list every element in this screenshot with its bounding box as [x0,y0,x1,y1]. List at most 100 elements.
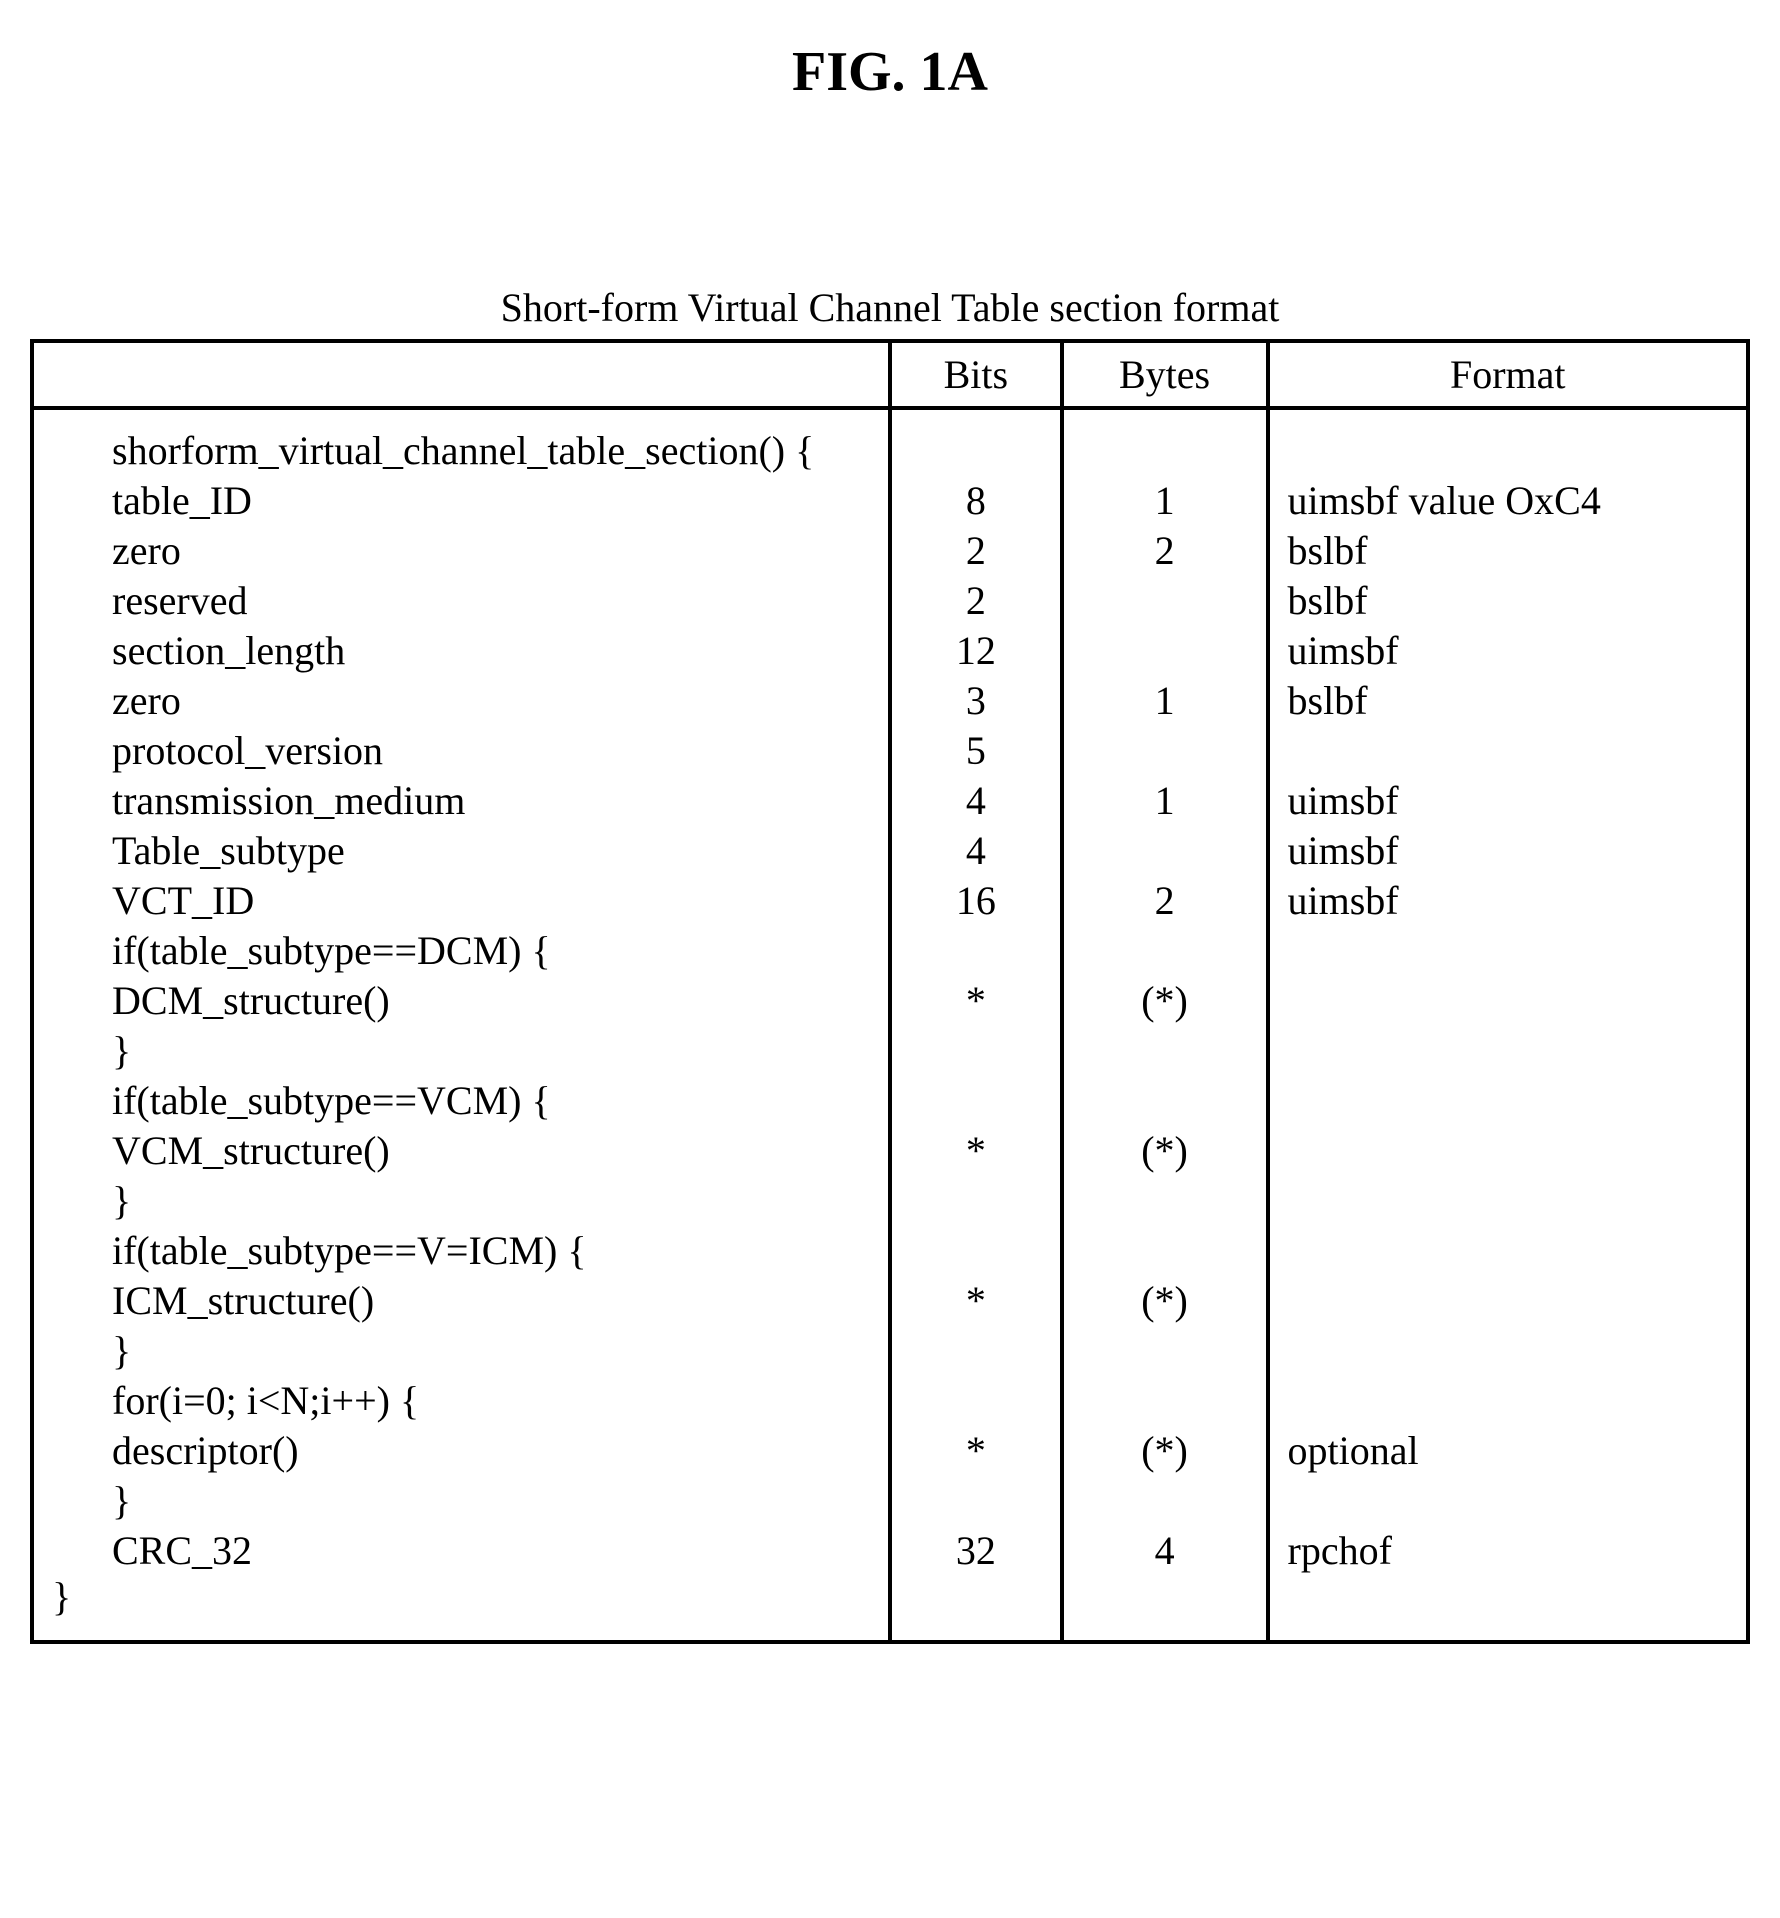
format-cell: bslbf [1268,676,1748,726]
syntax-cell: if(table_subtype==DCM) { [32,926,890,976]
syntax-text: protocol_version [52,728,870,774]
syntax-text: CRC_32 [52,1528,870,1574]
syntax-text: shorform_virtual_channel_table_section()… [52,428,870,474]
table-row: descriptor() *(*)optional [32,1426,1748,1476]
syntax-cell: for(i=0; i<N;i++) { [32,1376,890,1426]
format-cell: rpchof [1268,1526,1748,1642]
syntax-cell: section_length [32,626,890,676]
format-cell [1268,1376,1748,1426]
format-cell [1268,1026,1748,1076]
syntax-cell: reserved [32,576,890,626]
syntax-cell: ICM_structure() [32,1276,890,1326]
format-cell: uimsbf [1268,776,1748,826]
table-row: if(table_subtype==VCM) { [32,1076,1748,1126]
table-row: Table_subtype 4 uimsbf [32,826,1748,876]
bits-cell: * [890,1276,1062,1326]
syntax-text: transmission_medium [52,778,870,824]
closing-brace: } [52,1574,870,1638]
table-header-row: Bits Bytes Format [32,341,1748,408]
format-cell [1268,1176,1748,1226]
bytes-cell: 4 [1062,1526,1268,1642]
syntax-cell: } [32,1326,890,1376]
syntax-text: table_ID [52,478,870,524]
syntax-cell: DCM_structure() [32,976,890,1026]
format-cell [1268,1476,1748,1526]
syntax-cell: } [32,1176,890,1226]
format-cell: uimsbf value OxC4 [1268,476,1748,526]
bytes-cell: (*) [1062,1276,1268,1326]
syntax-cell: Table_subtype [32,826,890,876]
table-row: protocol_version 5 [32,726,1748,776]
table-row: } [32,1026,1748,1076]
syntax-text: if(table_subtype==DCM) { [52,928,870,974]
syntax-cell: descriptor() [32,1426,890,1476]
table-row: if(table_subtype==V=ICM) { [32,1226,1748,1276]
header-bytes: Bytes [1062,341,1268,408]
bytes-cell: 2 [1062,526,1268,576]
bits-cell [890,926,1062,976]
bytes-cell [1062,408,1268,476]
syntax-text: section_length [52,628,870,674]
header-syntax [32,341,890,408]
bytes-cell [1062,1026,1268,1076]
bits-cell [890,1026,1062,1076]
syntax-cell: zero [32,676,890,726]
syntax-text: reserved [52,578,870,624]
bits-cell: 4 [890,776,1062,826]
bits-cell: * [890,1426,1062,1476]
bits-cell: 5 [890,726,1062,776]
syntax-text: descriptor() [52,1428,870,1474]
bytes-cell: 1 [1062,476,1268,526]
vct-table: Bits Bytes Format shorform_virtual_chann… [30,339,1750,1644]
syntax-cell: if(table_subtype==V=ICM) { [32,1226,890,1276]
table-row: section_length12uimsbf [32,626,1748,676]
syntax-text: if(table_subtype==V=ICM) { [52,1228,870,1274]
table-row: ICM_structure()*(*) [32,1276,1748,1326]
bits-cell: 8 [890,476,1062,526]
syntax-cell: } [32,1026,890,1076]
syntax-cell: shorform_virtual_channel_table_section()… [32,408,890,476]
format-cell: bslbf [1268,576,1748,626]
bits-cell [890,1226,1062,1276]
bytes-cell [1062,1476,1268,1526]
syntax-text: Table_subtype [52,828,870,874]
bytes-cell: 2 [1062,876,1268,926]
table-row: for(i=0; i<N;i++) { [32,1376,1748,1426]
bytes-cell [1062,626,1268,676]
bits-cell: 4 [890,826,1062,876]
format-cell: uimsbf [1268,826,1748,876]
syntax-text: zero [52,528,870,574]
bytes-cell: (*) [1062,1426,1268,1476]
syntax-text: if(table_subtype==VCM) { [52,1078,870,1124]
table-row: DCM_structure()*(*) [32,976,1748,1026]
bits-cell [890,1476,1062,1526]
format-cell [1268,1076,1748,1126]
bytes-cell [1062,826,1268,876]
table-row: shorform_virtual_channel_table_section()… [32,408,1748,476]
table-row: if(table_subtype==DCM) { [32,926,1748,976]
syntax-text: } [52,1178,870,1224]
bits-cell [890,408,1062,476]
syntax-cell: } [32,1476,890,1526]
syntax-cell: if(table_subtype==VCM) { [32,1076,890,1126]
bytes-cell [1062,1176,1268,1226]
format-cell: optional [1268,1426,1748,1476]
format-cell [1268,1126,1748,1176]
bits-cell: 2 [890,576,1062,626]
table-row: } [32,1326,1748,1376]
format-cell [1268,926,1748,976]
bytes-cell: 1 [1062,776,1268,826]
table-caption: Short-form Virtual Channel Table section… [30,284,1750,331]
syntax-text: } [52,1028,870,1074]
figure-title: FIG. 1A [30,40,1750,104]
bits-cell [890,1326,1062,1376]
format-cell [1268,726,1748,776]
bits-cell: * [890,1126,1062,1176]
syntax-text: zero [52,678,870,724]
format-cell: uimsbf [1268,876,1748,926]
header-bits: Bits [890,341,1062,408]
syntax-cell: zero [32,526,890,576]
syntax-text: for(i=0; i<N;i++) { [52,1378,870,1424]
table-row: transmission_medium 41uimsbf [32,776,1748,826]
header-format: Format [1268,341,1748,408]
